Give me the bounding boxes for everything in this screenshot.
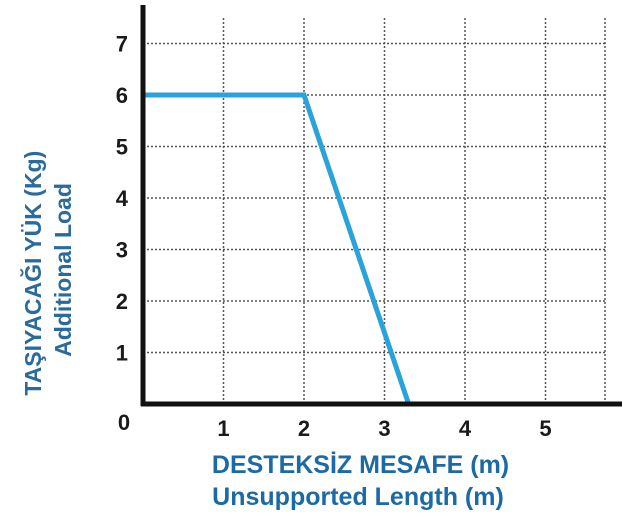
y-axis-label: TAŞIYACAĞI YÜK (Kg) Additional Load — [19, 144, 76, 395]
x-tick-label-2: 2 — [298, 416, 310, 441]
x-axis-label-line-2: Unsupported Length (m) — [212, 483, 504, 511]
x-tick-label-5: 5 — [539, 416, 551, 441]
y-tick-label-5: 5 — [116, 135, 128, 160]
x-tick-label-3: 3 — [378, 416, 390, 441]
series-line-1 — [143, 92, 412, 405]
y-axis-label-line-2: Additional Load — [50, 183, 76, 357]
x-tick-label-4: 4 — [459, 416, 472, 441]
series-group — [143, 92, 412, 405]
y-tick-label-1: 1 — [116, 341, 128, 366]
tick-labels: 1 2 3 4 5 6 7 1 2 3 4 5 — [116, 32, 552, 442]
y-tick-label-4: 4 — [116, 186, 129, 211]
y-tick-label-6: 6 — [116, 83, 128, 108]
origin-label: 0 — [118, 410, 130, 435]
x-axis-label-line-1: DESTEKSİZ MESAFE (m) — [212, 451, 509, 479]
y-tick-label-3: 3 — [116, 238, 128, 263]
grid-lines — [143, 18, 606, 404]
y-axis-label-line-1: TAŞIYACAĞI YÜK (Kg) — [19, 151, 46, 396]
x-tick-label-1: 1 — [217, 416, 229, 441]
y-tick-label-7: 7 — [116, 32, 128, 57]
y-tick-label-2: 2 — [116, 289, 128, 314]
x-axis-label: DESTEKSİZ MESAFE (m) Unsupported Length … — [212, 451, 516, 511]
axes — [140, 5, 622, 407]
